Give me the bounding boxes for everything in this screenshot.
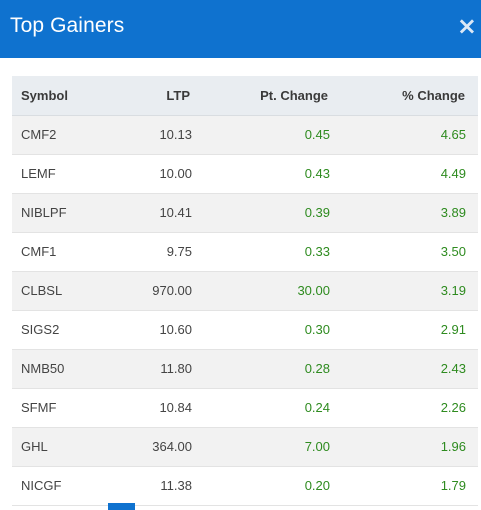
cell-symbol: NIBLPF <box>12 193 110 233</box>
cell-symbol: LEMF <box>12 154 110 194</box>
modal-title: Top Gainers <box>10 14 125 37</box>
cell-pct-change: 4.65 <box>340 115 478 155</box>
cell-pct-change: 3.89 <box>340 193 478 233</box>
cell-pct-change: 2.91 <box>340 310 478 350</box>
cell-pt-change: 0.20 <box>202 466 340 506</box>
cell-pct-change: 2.26 <box>340 388 478 428</box>
cell-pt-change: 0.43 <box>202 154 340 194</box>
pagination <box>0 503 481 510</box>
cell-pct-change: 4.49 <box>340 154 478 194</box>
cell-pt-change: 30.00 <box>202 271 340 311</box>
page-button-active[interactable] <box>108 503 135 510</box>
cell-symbol: NMB50 <box>12 349 110 389</box>
table-row[interactable]: NICGF 11.38 0.20 1.79 <box>12 466 478 506</box>
table-row[interactable]: LEMF 10.00 0.43 4.49 <box>12 154 478 194</box>
column-header-ltp[interactable]: LTP <box>110 76 202 116</box>
cell-symbol: CMF2 <box>12 115 110 155</box>
modal-header: Top Gainers × <box>0 0 481 58</box>
table-body: CMF2 10.13 0.45 4.65 LEMF 10.00 0.43 4.49 NIBLPF… <box>12 115 478 506</box>
cell-ltp: 11.38 <box>110 466 202 506</box>
table-row[interactable]: CMF2 10.13 0.45 4.65 <box>12 115 478 155</box>
cell-pt-change: 7.00 <box>202 427 340 467</box>
table-row[interactable]: CMF1 9.75 0.33 3.50 <box>12 232 478 272</box>
cell-pct-change: 1.96 <box>340 427 478 467</box>
cell-symbol: CLBSL <box>12 271 110 311</box>
cell-pct-change: 2.43 <box>340 349 478 389</box>
cell-pt-change: 0.28 <box>202 349 340 389</box>
gainers-table: Symbol LTP Pt. Change % Change CMF2 10.13… <box>12 76 478 506</box>
cell-ltp: 11.80 <box>110 349 202 389</box>
cell-pt-change: 0.39 <box>202 193 340 233</box>
column-header-symbol[interactable]: Symbol <box>12 76 110 116</box>
column-header-pct-change[interactable]: % Change <box>340 76 478 116</box>
cell-ltp: 10.60 <box>110 310 202 350</box>
cell-ltp: 9.75 <box>110 232 202 272</box>
cell-pt-change: 0.24 <box>202 388 340 428</box>
table-header-row: Symbol LTP Pt. Change % Change <box>12 76 478 116</box>
cell-ltp: 970.00 <box>110 271 202 311</box>
table-row[interactable]: NMB50 11.80 0.28 2.43 <box>12 349 478 389</box>
table-row[interactable]: SFMF 10.84 0.24 2.26 <box>12 388 478 428</box>
table-row[interactable]: NIBLPF 10.41 0.39 3.89 <box>12 193 478 233</box>
cell-ltp: 10.84 <box>110 388 202 428</box>
cell-pct-change: 3.19 <box>340 271 478 311</box>
cell-ltp: 364.00 <box>110 427 202 467</box>
cell-symbol: NICGF <box>12 466 110 506</box>
close-icon[interactable]: × <box>456 12 477 40</box>
cell-pt-change: 0.45 <box>202 115 340 155</box>
table-row[interactable]: CLBSL 970.00 30.00 3.19 <box>12 271 478 311</box>
table-row[interactable]: GHL 364.00 7.00 1.96 <box>12 427 478 467</box>
cell-pt-change: 0.30 <box>202 310 340 350</box>
cell-symbol: SFMF <box>12 388 110 428</box>
cell-symbol: CMF1 <box>12 232 110 272</box>
cell-pct-change: 1.79 <box>340 466 478 506</box>
table-row[interactable]: SIGS2 10.60 0.30 2.91 <box>12 310 478 350</box>
cell-pt-change: 0.33 <box>202 232 340 272</box>
cell-symbol: SIGS2 <box>12 310 110 350</box>
column-header-pt-change[interactable]: Pt. Change <box>202 76 340 116</box>
cell-pct-change: 3.50 <box>340 232 478 272</box>
cell-ltp: 10.00 <box>110 154 202 194</box>
cell-symbol: GHL <box>12 427 110 467</box>
cell-ltp: 10.41 <box>110 193 202 233</box>
cell-ltp: 10.13 <box>110 115 202 155</box>
modal-body: Symbol LTP Pt. Change % Change CMF2 10.13… <box>0 58 481 510</box>
